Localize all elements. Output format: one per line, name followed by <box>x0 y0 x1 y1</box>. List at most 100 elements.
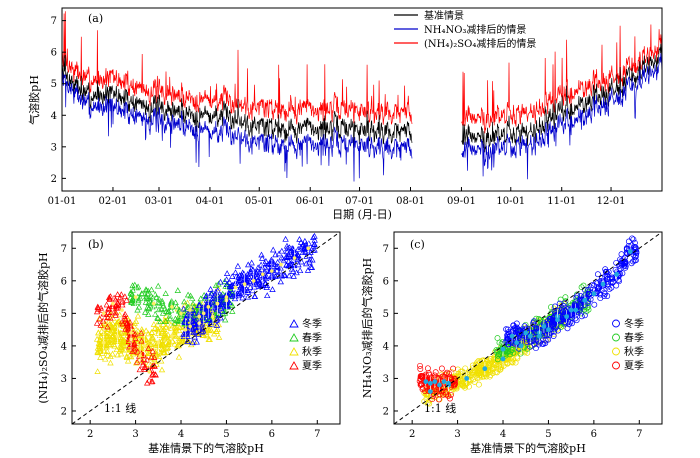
c-point-winter <box>545 336 552 343</box>
c-point-autumn <box>502 359 509 366</box>
c-mean-point-summer <box>437 382 442 388</box>
b-point-winter <box>293 269 300 276</box>
b-point-autumn <box>102 342 109 349</box>
b-point-winter <box>307 263 314 270</box>
b-point-winter <box>205 309 212 316</box>
b-point-autumn <box>111 338 119 344</box>
b-point-winter <box>182 330 189 337</box>
b-point-winter <box>297 244 304 251</box>
b-point-autumn <box>99 322 106 329</box>
panel-a-timeseries: 2 3 4 5 6 7 01-01 02-01 03-01 04-01 05-01 06-01 07-… <box>27 7 663 221</box>
b-point-summer <box>114 299 121 306</box>
b-point-winter <box>247 283 254 290</box>
b-point-winter <box>264 292 271 299</box>
c-point-autumn <box>485 357 492 364</box>
b-legend-label-spring: 春季 <box>302 332 322 344</box>
b-point-spring <box>156 299 163 306</box>
c-point-winter <box>621 262 627 269</box>
c-point-spring <box>507 351 513 358</box>
b-point-winter <box>217 278 224 285</box>
c-point-winter <box>523 338 530 345</box>
b-point-autumn <box>152 351 160 358</box>
b-point-autumn <box>145 361 152 367</box>
c-point-winter <box>558 307 565 314</box>
b-point-summer <box>103 301 110 308</box>
c-y-tick-label: 2 <box>383 406 389 417</box>
c-mean-point-winter <box>523 330 529 336</box>
b-mean-point-winter <box>279 262 283 267</box>
c-point-winter <box>560 308 567 315</box>
b-point-summer <box>140 356 148 362</box>
b-point-winter <box>219 307 226 314</box>
b-point-winter <box>233 273 240 280</box>
c-point-spring <box>585 303 592 310</box>
b-point-spring <box>166 312 174 319</box>
c-point-autumn <box>496 363 503 370</box>
b-point-autumn <box>175 335 183 342</box>
b-point-spring <box>131 281 138 288</box>
b-point-autumn <box>98 328 105 334</box>
c-mean-point-autumn <box>482 366 488 372</box>
a-x-tick-label: 10-01 <box>496 196 525 207</box>
b-point-autumn <box>118 335 125 342</box>
b-point-winter <box>309 256 316 263</box>
c-mean-point-summer <box>441 379 447 385</box>
c-mean-point-spring <box>541 323 547 329</box>
b-mean-point-autumn <box>142 344 147 348</box>
c-point-winter <box>546 332 553 339</box>
b-point-autumn <box>109 338 116 345</box>
b-point-summer <box>96 315 103 322</box>
c-point-autumn <box>477 367 484 374</box>
a-x-tick-label: 07-01 <box>345 196 374 207</box>
c-mean-point-winter <box>614 271 619 277</box>
b-point-winter <box>189 317 196 324</box>
b-point-spring <box>151 302 158 309</box>
c-point-summer <box>442 371 449 378</box>
b-x-tick-label: 2 <box>87 429 93 440</box>
c-point-autumn <box>489 361 496 368</box>
panel-b-annotation: 1:1 线 <box>104 401 136 415</box>
c-point-autumn <box>475 381 482 388</box>
c-point-autumn <box>480 373 487 380</box>
c-point-winter <box>604 293 611 299</box>
a-series-nh42so4-line <box>61 11 663 134</box>
c-point-summer <box>447 391 454 398</box>
b-point-winter <box>303 253 310 259</box>
b-point-autumn <box>159 337 166 344</box>
b-point-spring <box>146 297 153 304</box>
b-point-summer <box>118 291 125 298</box>
b-point-summer <box>136 366 143 373</box>
c-point-winter <box>540 340 547 347</box>
c-point-spring <box>517 350 524 357</box>
c-y-tick-label: 5 <box>383 309 389 320</box>
b-point-autumn <box>143 337 150 344</box>
b-point-summer <box>138 329 145 336</box>
c-point-winter <box>578 300 585 307</box>
b-point-summer <box>149 347 156 354</box>
b-point-winter <box>275 250 283 257</box>
b-point-autumn <box>158 337 165 344</box>
a-x-tick-label: 09-01 <box>447 196 476 207</box>
b-point-winter <box>190 310 198 317</box>
b-point-summer <box>151 354 158 360</box>
b-point-winter <box>278 247 285 254</box>
b-point-spring <box>212 282 220 288</box>
b-point-autumn <box>133 359 140 366</box>
c-point-winter <box>591 301 598 308</box>
b-point-spring <box>134 306 141 313</box>
b-point-summer <box>119 301 126 308</box>
a-y-tick-label: 7 <box>51 16 57 27</box>
panel-c-ticks: 2 2 3 3 4 4 5 5 6 6 7 7 <box>383 244 643 440</box>
b-point-spring <box>149 294 156 301</box>
b-point-spring <box>135 296 142 303</box>
c-point-winter <box>629 235 636 242</box>
b-point-autumn <box>108 332 116 339</box>
b-point-spring <box>187 292 194 299</box>
panel-b-points-layer <box>93 232 318 386</box>
a-x-tick-label: 08-01 <box>396 196 425 207</box>
b-point-winter <box>226 278 233 285</box>
b-point-autumn <box>213 327 220 334</box>
b-mean-point-spring <box>188 308 192 312</box>
b-point-summer <box>132 334 139 341</box>
